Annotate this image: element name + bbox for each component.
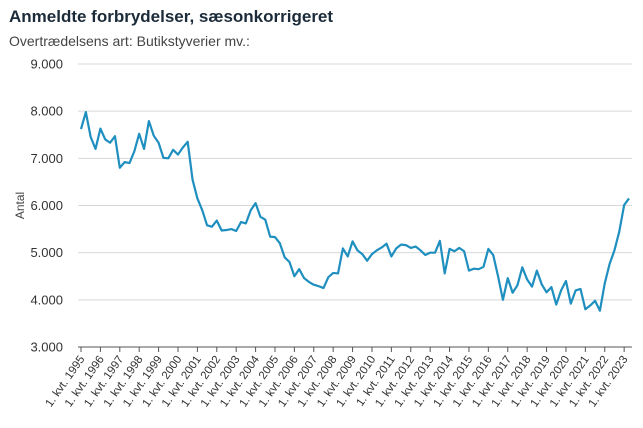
y-axis-label: Antal (13, 192, 27, 219)
series-line (79, 111, 630, 312)
gridlines (78, 63, 632, 301)
y-tick-label: 9.000 (30, 57, 63, 72)
y-tick-label: 4.000 (30, 292, 63, 307)
y-tick-label: 3.000 (30, 340, 63, 355)
y-tick-label: 5.000 (30, 245, 63, 260)
y-tick-label: 8.000 (30, 104, 63, 119)
chart-title: Anmeldte forbrydelser, sæsonkorrigeret (9, 7, 334, 26)
y-tick-label: 7.000 (30, 151, 63, 166)
y-tick-label: 6.000 (30, 198, 63, 213)
y-axis-ticks: 3.000 4.000 5.000 6.000 7.000 8.000 9.000 (30, 57, 63, 355)
chart-subtitle: Overtrædelsens art: Butikstyverier mv.: (9, 33, 250, 49)
